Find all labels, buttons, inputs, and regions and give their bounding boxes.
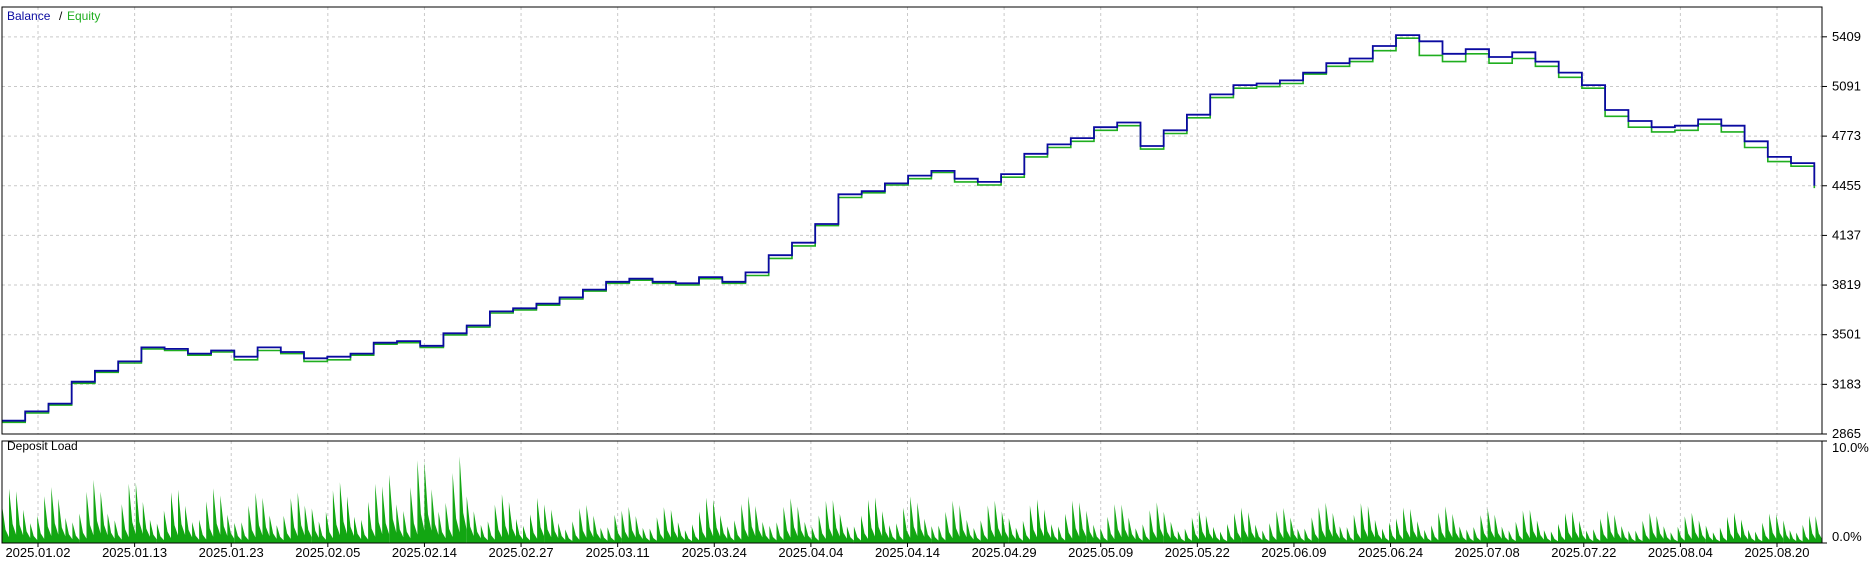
deposit-load-area-segment [1783,515,1822,543]
x-tick-label: 2025.06.09 [1261,545,1326,559]
top-panel-frame [1,6,1823,435]
x-tick-label: 2025.08.04 [1648,545,1713,559]
deposit-load-area-segment [1705,512,1784,543]
deposit-load-area-segment [1473,508,1551,543]
y-tick-label: 3501 [1832,327,1861,342]
y-tick-label: 5409 [1832,29,1861,44]
y-tick-label: 2865 [1832,426,1861,441]
legend-top: Balance / Equity [7,9,100,23]
deposit-load-area-segment [699,496,777,543]
deposit-load-area-segment [853,496,932,543]
x-tick-label: 2025.07.22 [1551,545,1616,559]
y-tick-label: 3183 [1832,376,1861,391]
x-tick-label: 2025.02.14 [392,545,457,559]
legend-equity-label: Equity [67,9,100,23]
x-tick-label: 2025.07.08 [1455,545,1520,559]
x-tick-label: 2025.06.24 [1358,545,1423,559]
x-tick-label: 2025.05.09 [1068,545,1133,559]
deposit-load-area-segment [1318,502,1396,543]
axes: 5409 5091 4773 4455 4137 3819 3501 3183 286510.0… [1,6,1869,560]
deposit-load-area-segment [1628,512,1706,543]
y-tick-label-bottom: 0.0% [1832,529,1862,544]
x-tick-label: 2025.01.23 [199,545,264,559]
y-tick-label-bottom: 10.0% [1832,440,1869,455]
deposit-load-area-segment [776,498,854,543]
x-tick-label: 2025.04.29 [972,545,1037,559]
deposit-load-title: Deposit Load [7,439,78,453]
x-tick-label: 2025.04.14 [875,545,940,559]
deposit-load-area-segment [1396,506,1474,543]
deposit-load-area-segment [389,456,467,543]
deposit-load-area-segment [1008,499,1087,543]
deposit-load-area-segment [466,494,545,543]
legend-balance-label: Balance [7,9,51,23]
y-tick-label: 4773 [1832,128,1861,143]
x-tick-label: 2025.08.20 [1744,545,1809,559]
x-tick-label: 2025.02.05 [295,545,360,559]
balance-line [2,34,1816,422]
legend-separator: / [59,9,63,23]
legend-bottom: Deposit Load [7,439,78,453]
x-tick-label: 2025.05.22 [1165,545,1230,559]
deposit-load-area-segment [931,500,1009,543]
deposit-load-area-segment [1163,510,1242,543]
deposit-load-area-segment [1550,510,1629,543]
y-tick-label: 4455 [1832,178,1861,193]
x-tick-label: 2025.01.02 [5,545,70,559]
x-tick-label: 2025.02.27 [489,545,554,559]
deposit-load-area-segment [544,504,622,543]
deposit-load-area-segment [1086,502,1164,543]
bottom-panel-frame [1,440,1823,544]
y-tick-label: 4137 [1832,227,1861,242]
bottom-series [2,456,1822,543]
deposit-load-area-segment [156,488,235,543]
deposit-load-area-segment [311,482,390,543]
x-tick-label: 2025.01.13 [102,545,167,559]
y-tick-label: 3819 [1832,277,1861,292]
deposit-load-area-segment [621,506,699,543]
deposit-load-area-segment [234,492,312,543]
y-tick-label: 5091 [1832,78,1861,93]
x-tick-label: 2025.03.24 [682,545,747,559]
deposit-load-area-segment [2,487,80,543]
top-series [2,34,1816,424]
x-tick-label: 2025.04.04 [778,545,843,559]
x-tick-label: 2025.03.11 [586,545,650,559]
deposit-load-area-segment [79,479,157,543]
deposit-load-area-segment [1241,507,1319,543]
top-grid [2,7,1822,435]
